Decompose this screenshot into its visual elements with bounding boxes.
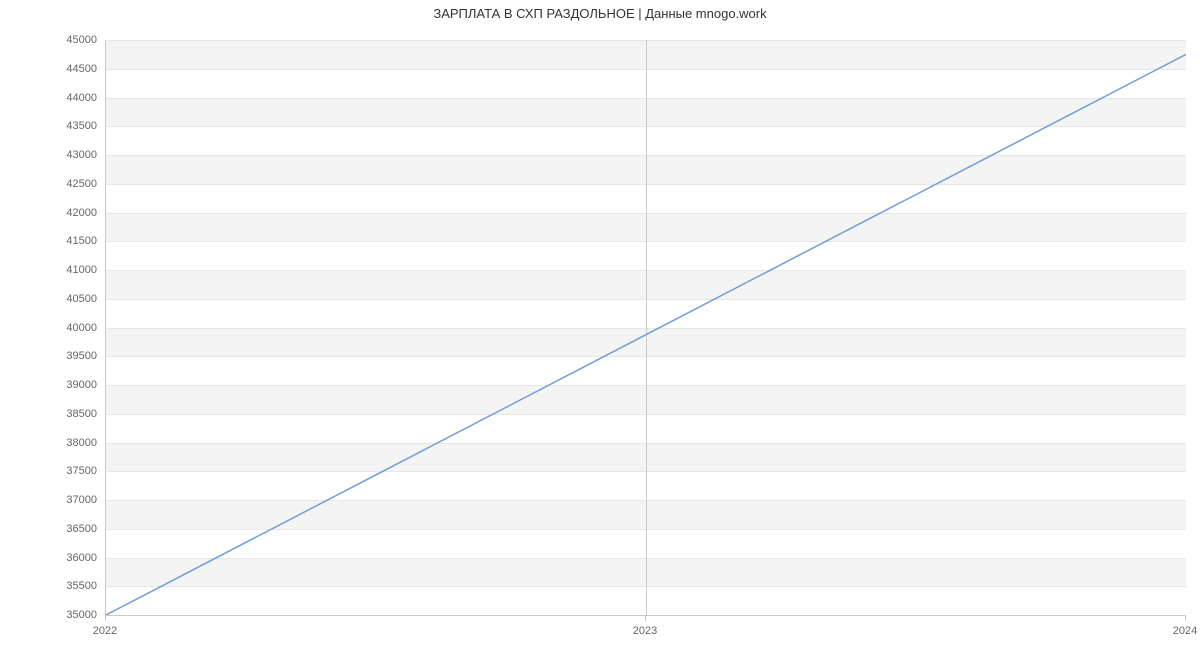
- series-line: [106, 54, 1186, 615]
- y-axis-label: 41500: [55, 235, 97, 247]
- y-axis-label: 43000: [55, 149, 97, 161]
- x-axis-label: 2022: [93, 625, 117, 637]
- y-axis-label: 41000: [55, 264, 97, 276]
- x-axis-label: 2023: [633, 625, 657, 637]
- y-axis-label: 39000: [55, 379, 97, 391]
- salary-line-chart: ЗАРПЛАТА В СХП РАЗДОЛЬНОЕ | Данные mnogo…: [0, 0, 1200, 650]
- y-axis-label: 40500: [55, 293, 97, 305]
- y-axis-label: 35500: [55, 580, 97, 592]
- y-axis-label: 42500: [55, 178, 97, 190]
- y-axis-label: 45000: [55, 34, 97, 46]
- y-axis-label: 44000: [55, 92, 97, 104]
- y-axis-label: 35000: [55, 609, 97, 621]
- y-axis-label: 37000: [55, 494, 97, 506]
- gridline: [106, 615, 1186, 616]
- y-axis-label: 42000: [55, 207, 97, 219]
- y-axis-label: 39500: [55, 350, 97, 362]
- y-axis-label: 37500: [55, 465, 97, 477]
- chart-svg: [106, 40, 1186, 615]
- x-axis-tick: [105, 615, 106, 621]
- x-axis-tick: [1185, 615, 1186, 621]
- plot-area: [105, 40, 1186, 616]
- x-axis-tick: [645, 615, 646, 621]
- y-axis-label: 43500: [55, 120, 97, 132]
- x-axis-label: 2024: [1173, 625, 1197, 637]
- y-axis-label: 36000: [55, 552, 97, 564]
- y-axis-label: 36500: [55, 523, 97, 535]
- y-axis-label: 38500: [55, 408, 97, 420]
- y-axis-label: 40000: [55, 322, 97, 334]
- y-axis-label: 38000: [55, 437, 97, 449]
- y-axis-label: 44500: [55, 63, 97, 75]
- chart-title: ЗАРПЛАТА В СХП РАЗДОЛЬНОЕ | Данные mnogo…: [0, 6, 1200, 21]
